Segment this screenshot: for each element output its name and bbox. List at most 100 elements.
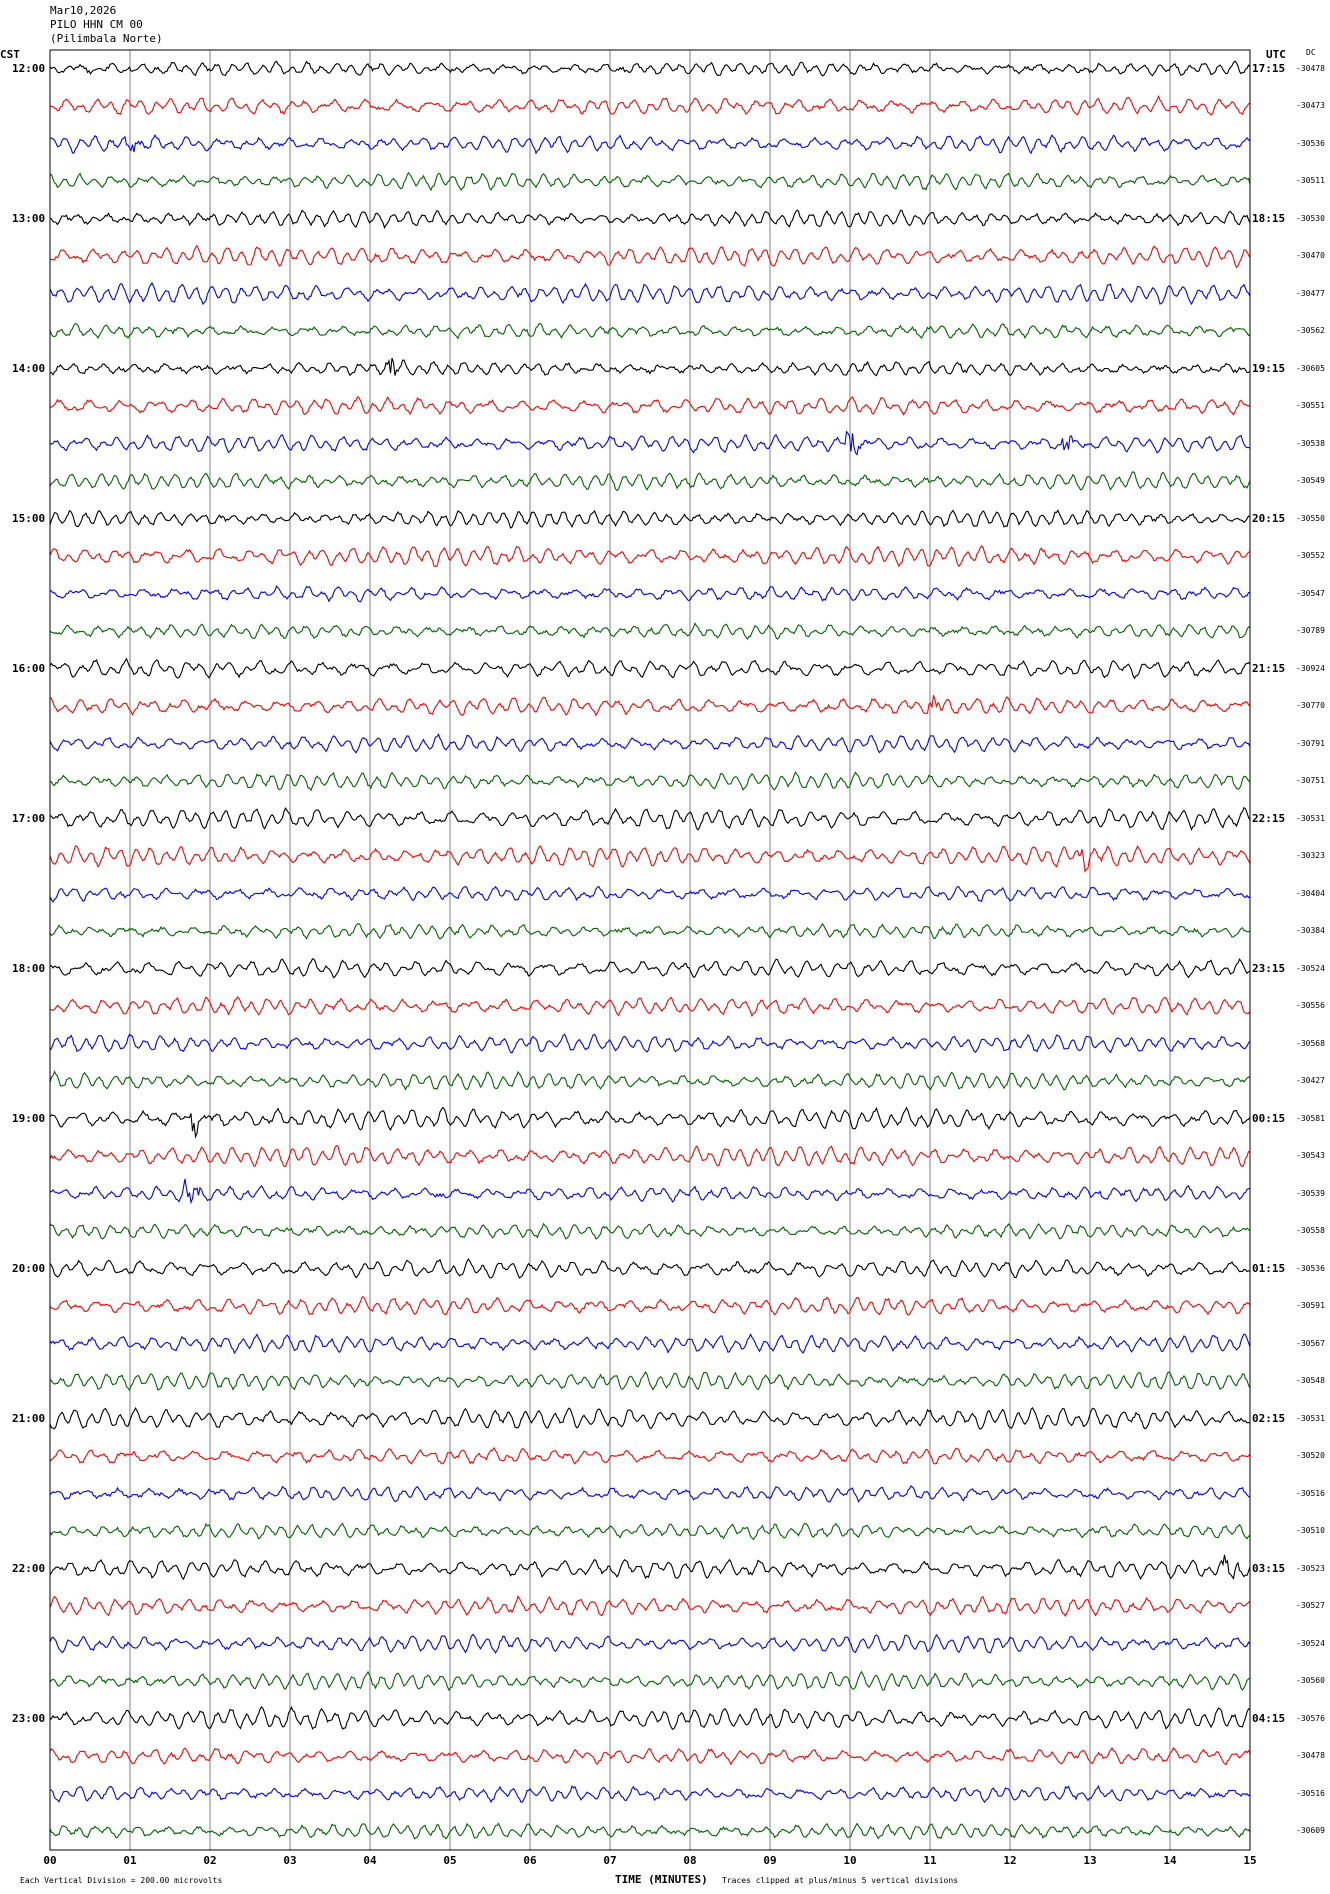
dc-offset-label: -30478 (1296, 1751, 1325, 1761)
dc-offset-label: -30751 (1296, 776, 1325, 786)
dc-offset-label: -30551 (1296, 401, 1325, 411)
dc-offset-label: -30384 (1296, 926, 1325, 936)
trace-row (49, 845, 1251, 873)
location-label: (Pilimbala Norte) (50, 32, 163, 45)
trace-row (49, 133, 1251, 155)
trace-row (49, 1446, 1251, 1465)
dc-offset-label: -30404 (1296, 888, 1325, 898)
trace-row (49, 1178, 1251, 1205)
dc-offset-label: -30427 (1296, 1076, 1325, 1086)
trace-row (49, 1522, 1251, 1541)
dc-offset-label: -30530 (1296, 213, 1325, 223)
dc-offset-label: -30538 (1296, 438, 1325, 448)
dc-offset-label: -30477 (1296, 288, 1325, 298)
trace-row (49, 1033, 1251, 1054)
x-tick-label: 06 (523, 1854, 537, 1867)
dc-offset-label: -30524 (1296, 1638, 1325, 1648)
trace-row (49, 1595, 1251, 1618)
dc-offset-label: -30591 (1296, 1301, 1325, 1311)
trace-row (49, 996, 1251, 1018)
dc-offset-label: -30567 (1296, 1338, 1325, 1348)
trace-row (49, 585, 1251, 603)
dc-offset-label: -30609 (1296, 1826, 1325, 1836)
dc-header-label: DC (1306, 48, 1316, 57)
x-tick-label: 05 (443, 1854, 456, 1867)
utc-hour-label: 01:15 (1252, 1261, 1286, 1275)
dc-offset-label: -30536 (1296, 1263, 1325, 1273)
trace-row (49, 771, 1251, 792)
dc-offset-label: -30473 (1296, 101, 1325, 111)
trace-row (49, 60, 1251, 77)
trace-row (49, 1106, 1251, 1139)
dc-offset-label: -30543 (1296, 1151, 1325, 1161)
dc-offset-label: -30523 (1296, 1563, 1325, 1573)
dc-offset-label: -30558 (1296, 1226, 1325, 1236)
clip-note: Traces clipped at plus/minus 5 vertical … (722, 1876, 959, 1885)
trace-row (49, 1485, 1251, 1504)
trace-row (49, 1705, 1251, 1731)
trace-row (49, 1258, 1251, 1279)
cst-hour-label: 18:00 (12, 961, 46, 975)
trace-row (49, 1670, 1251, 1692)
dc-offset-label: -30511 (1296, 176, 1325, 186)
dc-offset-label: -30510 (1296, 1526, 1325, 1536)
cst-hour-label: 13:00 (12, 211, 46, 225)
cst-hour-label: 16:00 (12, 661, 46, 675)
station-label: PILO HHN CM 00 (50, 18, 143, 31)
right-timezone-label: UTC (1266, 48, 1286, 61)
trace-row (49, 958, 1251, 979)
utc-hour-label: 20:15 (1252, 511, 1286, 525)
x-tick-label: 07 (603, 1854, 616, 1867)
cst-hour-label: 17:00 (12, 811, 46, 825)
dc-offset-label: -30323 (1296, 851, 1325, 861)
trace-row (49, 622, 1251, 641)
x-tick-label: 12 (1003, 1854, 1016, 1867)
utc-hour-label: 17:15 (1252, 61, 1286, 75)
utc-hour-label: 00:15 (1252, 1111, 1286, 1125)
trace-row (49, 1222, 1251, 1240)
x-tick-label: 15 (1243, 1854, 1256, 1867)
x-tick-label: 11 (923, 1854, 937, 1867)
dc-offset-label: -30562 (1296, 326, 1325, 336)
trace-row (49, 1407, 1251, 1430)
dc-offset-label: -30556 (1296, 1001, 1325, 1011)
dc-offset-label: -30527 (1296, 1601, 1325, 1611)
trace-row (49, 1333, 1251, 1355)
cst-hour-label: 14:00 (12, 361, 46, 375)
dc-offset-label: -30550 (1296, 513, 1325, 523)
dc-offset-label: -30560 (1296, 1676, 1325, 1686)
utc-hour-label: 02:15 (1252, 1411, 1286, 1425)
trace-row (49, 1070, 1251, 1091)
dc-offset-label: -30924 (1296, 663, 1325, 673)
trace-row (49, 657, 1251, 680)
trace-row (49, 171, 1251, 192)
trace-row (49, 470, 1251, 492)
trace-row (49, 281, 1251, 306)
dc-offset-label: -30576 (1296, 1713, 1325, 1723)
dc-offset-label: -30605 (1296, 363, 1325, 373)
trace-row (49, 545, 1251, 568)
cst-hour-label: 19:00 (12, 1111, 46, 1125)
scale-note: Each Vertical Division = 200.00 microvol… (20, 1876, 223, 1885)
utc-hour-label: 18:15 (1252, 211, 1286, 225)
x-tick-label: 10 (843, 1854, 856, 1867)
trace-row (49, 357, 1251, 377)
trace-row (49, 395, 1251, 416)
x-tick-labels: 00 01 02 03 04 05 06 07 08 09 10 11 12 13 14 15 (43, 1854, 1256, 1867)
dc-offset-label: -30581 (1296, 1113, 1325, 1123)
trace-row (49, 733, 1251, 754)
dc-offset-label: -30539 (1296, 1188, 1325, 1198)
cst-hour-label: 23:00 (12, 1711, 46, 1725)
utc-hour-label: 03:15 (1252, 1561, 1286, 1575)
cst-hour-label: 21:00 (12, 1411, 46, 1425)
dc-offset-label: -30770 (1296, 701, 1325, 711)
x-tick-label: 13 (1083, 1854, 1096, 1867)
utc-hour-label: 22:15 (1252, 811, 1286, 825)
dc-offset-label: -30552 (1296, 551, 1325, 561)
dc-offset-label: -30531 (1296, 813, 1325, 823)
x-tick-label: 02 (203, 1854, 216, 1867)
x-tick-label: 00 (43, 1854, 56, 1867)
utc-hour-label: 21:15 (1252, 661, 1286, 675)
trace-row (49, 244, 1251, 269)
